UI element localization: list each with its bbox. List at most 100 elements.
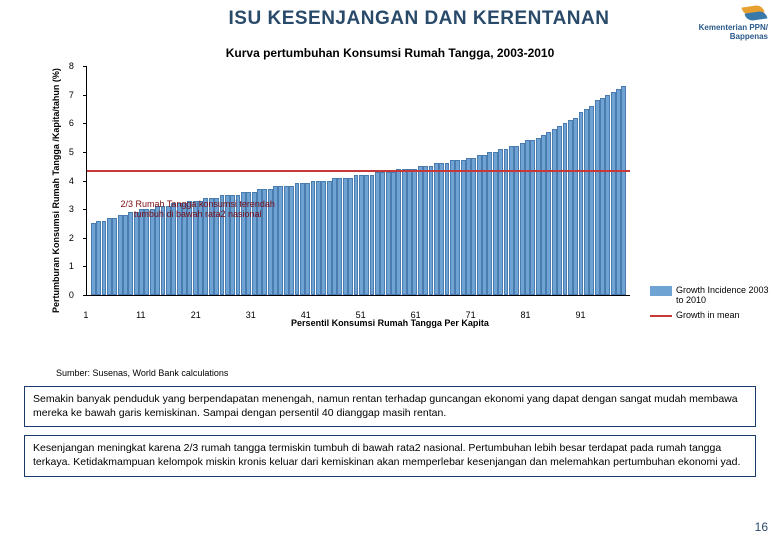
bar: [573, 118, 578, 295]
bar: [284, 186, 289, 295]
bar: [445, 163, 450, 295]
bar: [471, 158, 476, 295]
bar: [289, 186, 294, 295]
y-axis-label: Pertumburan Konsumsi Rumah Tangga /Kapit…: [50, 66, 64, 316]
bar: [380, 172, 385, 295]
bar: [595, 100, 600, 295]
annotation-line2: tumbuh di bawah rata2 nasional: [134, 209, 262, 219]
bar: [546, 132, 551, 295]
x-tick-label: 61: [411, 310, 421, 320]
legend-swatch-mean: [650, 315, 672, 317]
x-tick-label: 11: [136, 310, 145, 320]
x-tick-label: 1: [83, 310, 88, 320]
legend-label-bars: Growth Incidence 2003 to 2010: [676, 285, 774, 306]
org-line2: Bappenas: [730, 32, 768, 41]
bar: [611, 92, 616, 295]
bar: [295, 183, 300, 295]
bar: [589, 106, 594, 295]
chart-annotation: 2/3 Rumah Tangga konsumsi terendah tumbu…: [121, 199, 275, 220]
bar: [91, 223, 96, 295]
plot-area: 012345678 1112131415161718191 2/3 Rumah …: [64, 66, 630, 316]
bar: [418, 166, 423, 295]
org-line1: Kementerian PPN/: [699, 23, 768, 32]
bar: [530, 140, 535, 295]
bar: [579, 112, 584, 295]
legend-label-mean: Growth in mean: [676, 310, 774, 320]
y-tick-label: 4: [69, 176, 74, 186]
bar: [96, 221, 101, 295]
growth-in-mean-line: [87, 170, 630, 172]
y-tick-label: 8: [69, 61, 74, 71]
chart-axes: 012345678: [86, 66, 630, 296]
bar: [616, 89, 621, 295]
x-tick-label: 21: [191, 310, 201, 320]
bar: [552, 129, 557, 295]
bar: [359, 175, 364, 295]
bar: [102, 221, 107, 295]
bar: [402, 169, 407, 295]
bar: [584, 109, 589, 295]
legend-row: Growth in mean: [650, 310, 774, 320]
page-number: 16: [755, 520, 768, 534]
growth-incidence-chart: Kurva pertumbuhan Konsumsi Rumah Tangga,…: [0, 46, 780, 366]
page-title: ISU KESENJANGAN DAN KERENTANAN: [70, 8, 768, 30]
bar: [311, 181, 316, 296]
commentary-box-2: Kesenjangan meningkat karena 2/3 rumah t…: [24, 435, 756, 476]
bar: [434, 163, 439, 295]
x-tick-label: 71: [466, 310, 476, 320]
bar: [600, 98, 605, 296]
bar: [557, 126, 562, 295]
bar: [450, 160, 455, 295]
annotation-line1: 2/3 Rumah Tangga konsumsi terendah: [121, 199, 275, 209]
bar: [396, 169, 401, 295]
legend-row: Growth Incidence 2003 to 2010: [650, 285, 774, 306]
bar: [605, 95, 610, 295]
bar: [128, 212, 133, 295]
bar: [337, 178, 342, 295]
bar: [112, 218, 117, 295]
y-tick-label: 7: [69, 90, 74, 100]
bar: [520, 143, 525, 295]
bar: [568, 120, 573, 295]
legend-swatch-bars: [650, 286, 672, 296]
bar: [487, 152, 492, 295]
bar: [364, 175, 369, 295]
logo-swoosh-icon: [740, 6, 768, 22]
bar: [118, 215, 123, 295]
commentary-box-1: Semakin banyak penduduk yang berpendapat…: [24, 386, 756, 427]
bar: [482, 155, 487, 295]
bar: [477, 155, 482, 295]
y-tick-label: 3: [69, 204, 74, 214]
bar: [563, 123, 568, 295]
bar: [316, 181, 321, 296]
bar: [412, 169, 417, 295]
bar: [493, 152, 498, 295]
chart-title: Kurva pertumbuhan Konsumsi Rumah Tangga,…: [0, 46, 780, 60]
bar: [466, 158, 471, 295]
bar: [455, 160, 460, 295]
x-tick-label: 41: [301, 310, 311, 320]
bar: [123, 215, 128, 295]
x-tick-label: 91: [576, 310, 586, 320]
bar: [300, 183, 305, 295]
bar-container: [91, 66, 626, 295]
bar: [332, 178, 337, 295]
y-tick-label: 6: [69, 118, 74, 128]
chart-legend: Growth Incidence 2003 to 2010 Growth in …: [650, 285, 774, 324]
bar: [370, 175, 375, 295]
bar: [144, 209, 149, 295]
bar: [439, 163, 444, 295]
y-tick-label: 0: [69, 290, 74, 300]
y-tick-label: 1: [69, 261, 74, 271]
bar: [391, 172, 396, 295]
x-tick-label: 81: [521, 310, 531, 320]
bar: [305, 183, 310, 295]
bar: [343, 178, 348, 295]
bar: [621, 86, 626, 295]
bar: [375, 172, 380, 295]
bar: [536, 138, 541, 295]
bar: [278, 186, 283, 295]
bar: [107, 218, 112, 295]
bar: [354, 175, 359, 295]
y-tick-label: 5: [69, 147, 74, 157]
